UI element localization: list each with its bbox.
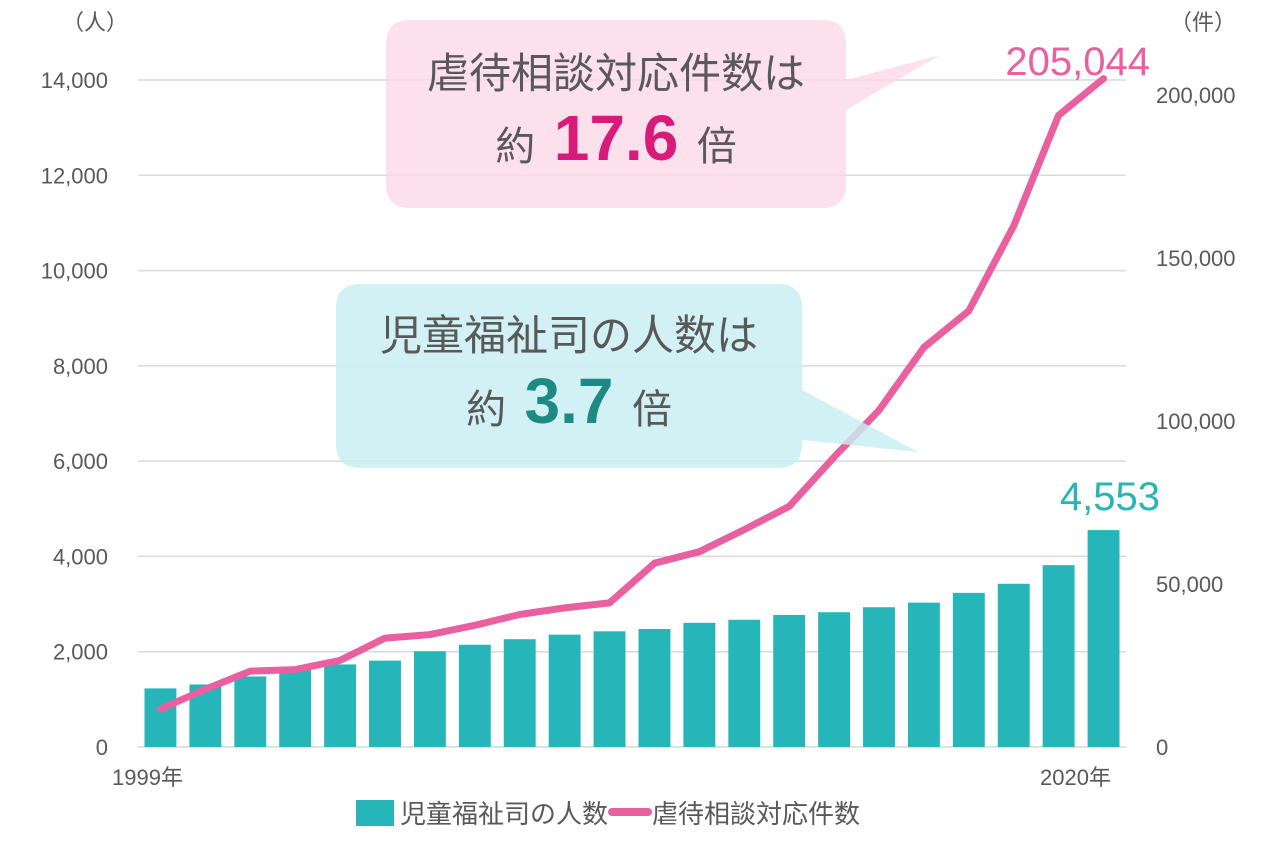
left-tick-label: 10,000 bbox=[41, 259, 108, 284]
right-tick-label: 150,000 bbox=[1156, 246, 1236, 271]
bar-2004 bbox=[369, 661, 401, 747]
legend-label-line: 虐待相談対応件数 bbox=[652, 799, 860, 829]
bar-2015 bbox=[863, 607, 895, 747]
left-tick-label: 12,000 bbox=[41, 163, 108, 188]
left-axis-unit: （人） bbox=[62, 10, 128, 35]
bar-2019 bbox=[1043, 565, 1075, 747]
bar-2001 bbox=[234, 676, 266, 747]
bar-2011 bbox=[683, 623, 715, 747]
callout-staff: 児童福祉司の人数は 約 3.7 倍 bbox=[336, 284, 918, 468]
left-tick-label: 4,000 bbox=[53, 544, 108, 569]
callout-abuse-line1: 虐待相談対応件数は bbox=[427, 50, 805, 97]
bar-2008 bbox=[549, 635, 581, 747]
callout-staff-line1: 児童福祉司の人数は bbox=[380, 312, 758, 359]
bar-1999 bbox=[145, 688, 177, 747]
bar-2003 bbox=[324, 664, 356, 747]
callout-abuse: 虐待相談対応件数は 約 17.6 倍 bbox=[386, 20, 940, 208]
line-end-label: 205,044 bbox=[1005, 40, 1150, 84]
right-tick-label: 200,000 bbox=[1156, 83, 1236, 108]
bar-2007 bbox=[504, 639, 536, 747]
right-tick-label: 50,000 bbox=[1156, 572, 1223, 597]
bar-end-label: 4,553 bbox=[1060, 475, 1160, 519]
right-axis-unit: （件） bbox=[1170, 10, 1236, 35]
bar-2002 bbox=[279, 669, 311, 747]
bar-2010 bbox=[639, 629, 671, 747]
callout-abuse-prefix: 約 bbox=[495, 125, 535, 169]
callout-abuse-suffix: 倍 bbox=[697, 125, 737, 169]
bar-2006 bbox=[459, 645, 491, 747]
left-tick-label: 14,000 bbox=[41, 68, 108, 93]
bar-2013 bbox=[773, 615, 805, 747]
right-tick-label: 100,000 bbox=[1156, 409, 1236, 434]
bar-2012 bbox=[728, 620, 760, 747]
bar-2017 bbox=[953, 593, 985, 747]
bar-2018 bbox=[998, 584, 1030, 747]
callout-staff-prefix: 約 bbox=[466, 388, 506, 432]
bar-2014 bbox=[818, 612, 850, 747]
x-tick-first: 1999年 bbox=[112, 765, 183, 790]
bar-2005 bbox=[414, 651, 446, 747]
legend-label-bar: 児童福祉司の人数 bbox=[400, 799, 608, 829]
legend-swatch-bar bbox=[356, 800, 394, 826]
right-tick-label: 0 bbox=[1156, 735, 1168, 760]
callout-staff-suffix: 倍 bbox=[632, 388, 672, 432]
bar-series bbox=[145, 530, 1120, 747]
left-tick-label: 0 bbox=[96, 735, 108, 760]
callout-staff-number: 3.7 bbox=[525, 365, 614, 437]
legend: 児童福祉司の人数 虐待相談対応件数 bbox=[356, 799, 860, 829]
left-tick-label: 6,000 bbox=[53, 449, 108, 474]
bar-2009 bbox=[594, 631, 626, 747]
left-tick-label: 8,000 bbox=[53, 354, 108, 379]
bar-2020 bbox=[1088, 530, 1120, 747]
callout-abuse-number: 17.6 bbox=[554, 102, 679, 174]
left-tick-label: 2,000 bbox=[53, 640, 108, 665]
x-tick-last: 2020年 bbox=[1040, 765, 1111, 790]
bar-2016 bbox=[908, 603, 940, 747]
